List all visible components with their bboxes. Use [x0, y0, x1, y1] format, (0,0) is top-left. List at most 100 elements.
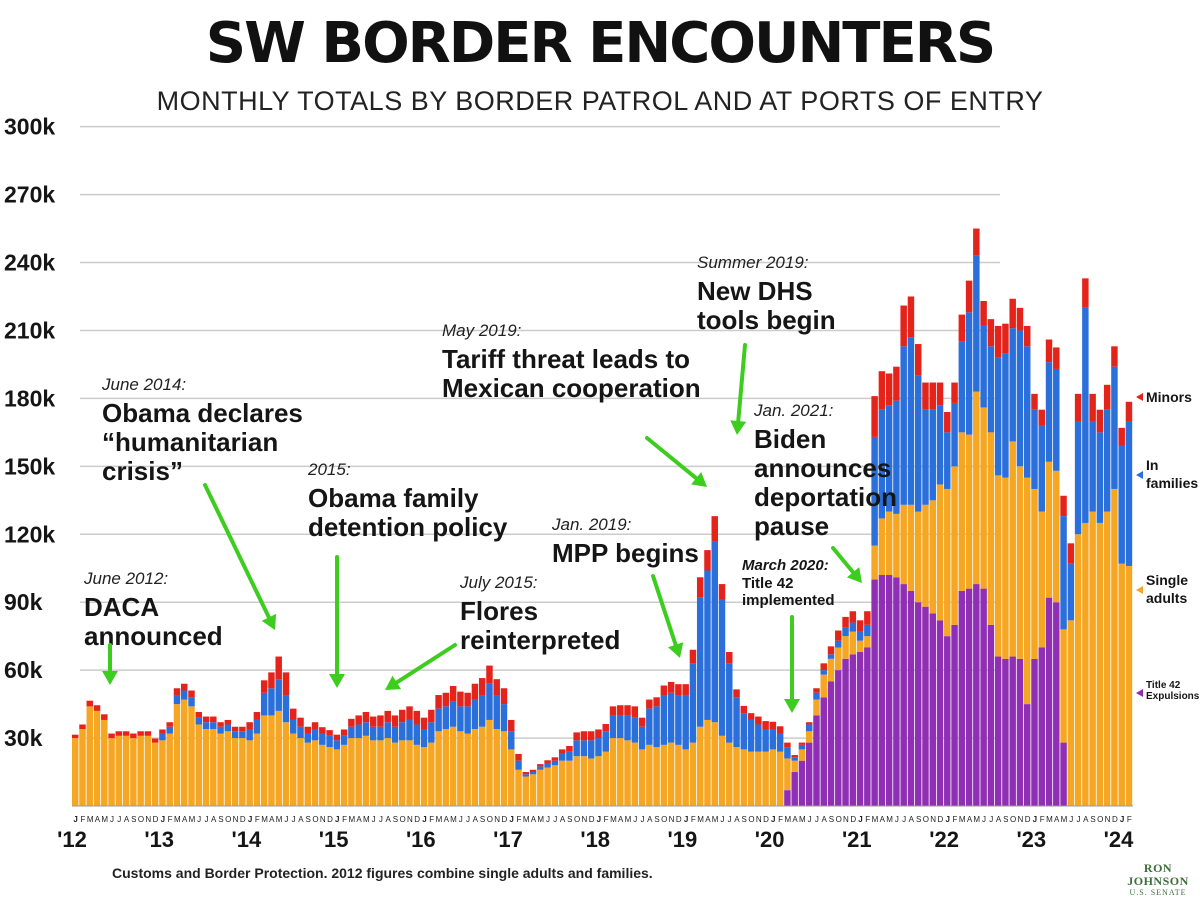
x-month-label: D: [153, 815, 159, 824]
bar-segment: [1023, 477, 1031, 705]
annotation-arrowhead: [730, 420, 747, 435]
bar-segment: [871, 579, 878, 806]
x-month-label: S: [916, 815, 921, 824]
bar-segment: [195, 717, 203, 725]
bar-segment: [638, 749, 646, 806]
annotation-text: “humanitarian: [102, 427, 278, 457]
x-month-label: A: [734, 815, 740, 824]
bar-segment: [573, 732, 580, 741]
bar-segment: [907, 337, 915, 505]
annotation-date: June 2012:: [83, 569, 168, 588]
x-month-label: J: [1033, 815, 1037, 824]
bar-segment: [333, 740, 341, 750]
bar-segment: [856, 640, 864, 653]
legend-marker: [1136, 689, 1143, 697]
x-month-label: D: [589, 815, 595, 824]
bar-segment: [711, 722, 718, 806]
bar-segment: [1023, 346, 1031, 478]
bar-segment: [747, 719, 755, 752]
bar-segment: [144, 735, 152, 806]
annotation-text: deportation: [754, 482, 897, 512]
bar-segment: [718, 735, 726, 806]
bar-segment: [442, 706, 450, 730]
x-month-label: A: [618, 815, 624, 824]
bar-segment: [529, 772, 537, 775]
bar-segment: [624, 740, 631, 806]
x-month-label: N: [756, 815, 762, 824]
bar-segment: [449, 726, 457, 806]
bar-segment: [529, 774, 537, 806]
x-month-label: J: [858, 815, 862, 824]
bar-segment: [86, 700, 93, 707]
bar-segment: [406, 719, 413, 741]
x-month-label: A: [211, 815, 217, 824]
bar-segment: [849, 631, 857, 655]
source-note: Customs and Border Protection. 2012 figu…: [112, 865, 653, 881]
x-month-label: D: [501, 815, 507, 824]
bar-segment: [1016, 330, 1024, 467]
y-tick-label: 210k: [4, 317, 55, 343]
annotation-date: 2015:: [307, 460, 351, 479]
annotation-arrow: [394, 643, 457, 685]
bar-segment: [878, 409, 886, 519]
x-month-label: N: [1105, 815, 1111, 824]
bar-segment: [72, 738, 79, 806]
bar-segment: [551, 760, 559, 766]
bar-segment: [864, 647, 871, 806]
bar-segment: [973, 228, 980, 256]
bar-segment: [762, 751, 769, 806]
bar-segment: [813, 688, 820, 693]
x-month-label: D: [414, 815, 420, 824]
x-month-label: M: [784, 815, 791, 824]
bar-segment: [515, 753, 522, 761]
bar-segment: [115, 731, 123, 736]
bar-segment: [987, 346, 995, 433]
bar-segment: [631, 717, 639, 743]
bar-segment: [79, 724, 86, 730]
bar-segment: [602, 724, 609, 732]
x-month-label: N: [1017, 815, 1023, 824]
bar-segment: [173, 704, 181, 806]
bar-segment: [384, 738, 391, 806]
annotation-text: Obama declares: [102, 398, 303, 428]
bar-segment: [369, 726, 377, 741]
bar-segment: [726, 652, 733, 664]
bar-segment: [667, 742, 675, 806]
bar-segment: [486, 683, 493, 720]
bar-segment: [929, 382, 936, 410]
bar-segment: [791, 755, 798, 758]
x-month-label: M: [87, 815, 94, 824]
bar-segment: [653, 697, 660, 707]
legend-item: Minors: [1136, 389, 1192, 405]
x-month-label: F: [1127, 815, 1132, 824]
bar-segment: [936, 405, 944, 485]
x-month-label: N: [407, 815, 413, 824]
bar-segment: [1060, 629, 1067, 743]
bar-segment: [1089, 393, 1096, 422]
x-month-label: M: [436, 815, 443, 824]
bar-segment: [1009, 656, 1016, 806]
x-year-label: '14: [232, 827, 262, 852]
x-month-label: O: [400, 815, 406, 824]
bar-segment: [602, 731, 609, 752]
bar-segment: [704, 570, 711, 720]
x-month-label: M: [276, 815, 283, 824]
bar-segment: [311, 740, 319, 806]
bar-segment: [413, 710, 421, 725]
x-month-label: O: [1010, 815, 1016, 824]
annotation-text: Flores: [460, 596, 538, 626]
bar-segment: [195, 712, 203, 718]
legend-label: Title 42: [1146, 680, 1181, 691]
bar-segment: [762, 729, 769, 752]
bar-segment: [108, 738, 115, 806]
x-month-label: J: [117, 815, 121, 824]
x-month-label: F: [342, 815, 347, 824]
bar-segment: [1023, 325, 1031, 347]
bar-segment: [617, 738, 624, 806]
bar-segment: [900, 504, 907, 585]
bar-segment: [1067, 620, 1075, 806]
bar-segment: [907, 504, 915, 591]
bar-segment: [813, 715, 820, 806]
bar-segment: [1016, 307, 1024, 331]
